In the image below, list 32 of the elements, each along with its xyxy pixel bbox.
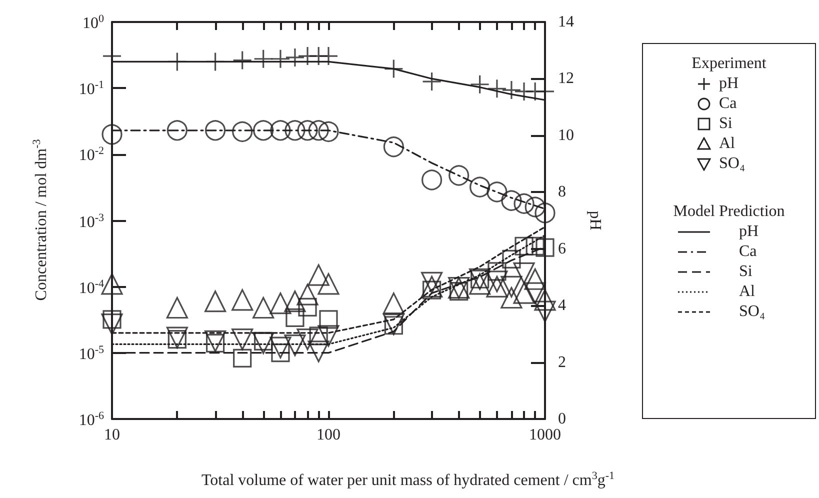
text: Model Prediction [672,202,786,222]
y-tick-label: 10$^{-6}$ [78,410,104,430]
y2-axis-title: pH [586,210,604,231]
x-axis-title: Total volume of water per unit mass of hydrated cement / cm$^{3}$g$^{-1}$ [202,470,614,490]
y2-tick-label: 8 [558,184,566,201]
legend-label: pH [719,75,739,93]
legend-label: pH [739,223,759,241]
y-tick-label: 10$^{-4}$ [78,278,104,298]
y2-tick-label: 2 [558,354,566,371]
y2-tick-label: 10 [558,126,574,144]
y-tick-label: 10$^{-2}$ [78,145,104,166]
x-tick-label: 1000 [529,426,561,444]
legend-label: Ca [719,95,737,113]
y2-tick-label: 12 [558,70,574,88]
legend-label: Ca [739,243,757,261]
legend-label: Si [739,263,752,281]
legend-title: Experiment [690,54,768,74]
legend-label: SO₄ [739,303,766,321]
y2-tick-label: 14 [558,14,574,30]
y-tick-label: 10$^{0}$ [82,13,104,33]
y-tick-label: 10$^{-5}$ [78,344,104,364]
y2-tick-label: 4 [558,297,566,314]
y-tick-label: 10$^{-1}$ [78,79,104,100]
x-tick-label: 10 [104,426,120,444]
legend-label: Si [719,115,732,133]
y2-tick-label: 6 [558,240,566,258]
y2-tick-label: 0 [558,410,566,428]
x-tick-label: 100 [316,426,340,444]
y-tick-label: 10$^{-3}$ [78,212,104,232]
legend-label: SO₄ [719,155,746,173]
legend-label: Al [719,135,735,153]
legend-label: Al [739,283,755,301]
